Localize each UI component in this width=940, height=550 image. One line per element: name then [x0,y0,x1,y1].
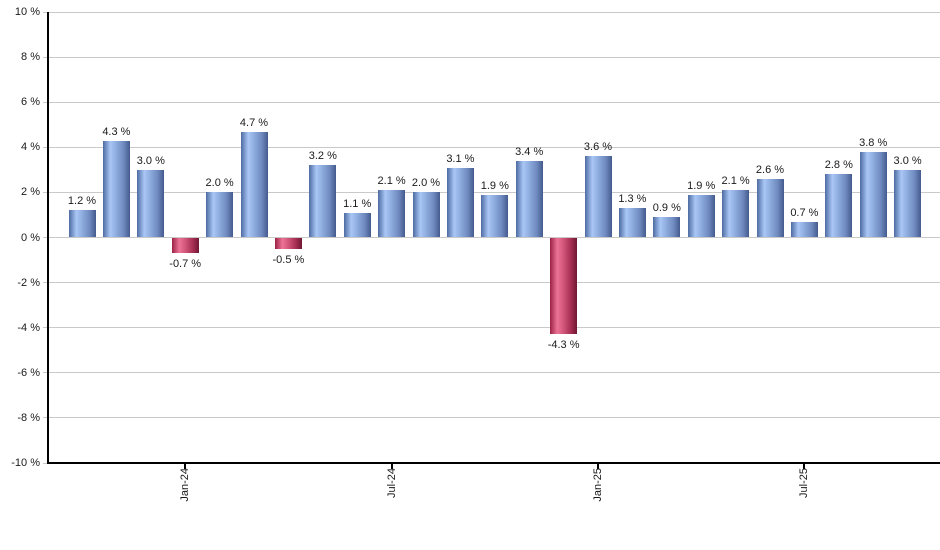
bar [481,194,509,238]
bar [584,156,612,238]
x-tick-mark [390,464,393,469]
bar-value-label: 0.9 % [652,202,681,215]
x-tick-label: Jul-24 [385,468,398,498]
y-tick-label: -6 % [17,366,40,379]
bar-value-label: 2.0 % [205,177,234,190]
bar-value-label: 3.0 % [893,154,922,167]
bar-value-label: 3.1 % [446,152,475,165]
bar [378,190,406,238]
y-tick-mark [43,191,48,193]
y-axis-line [47,12,49,464]
y-grid-line [48,101,940,103]
bar [343,212,371,238]
x-tick-label: Jan-24 [179,468,192,502]
bar-value-label: 3.8 % [859,136,888,149]
bar-value-label: 4.3 % [102,125,131,138]
x-tick-label: Jul-25 [798,468,811,498]
bar [68,210,96,238]
x-tick-label: Jan-25 [592,468,604,502]
y-grid-line [48,372,940,374]
bar [790,221,818,238]
x-tick-mark [597,464,599,469]
bar [309,165,337,238]
y-tick-mark [43,146,48,148]
bar-value-label: 4.7 % [239,116,269,129]
bar [102,140,130,238]
y-tick-label: -2 % [17,276,40,289]
x-axis-line [47,462,940,464]
bar-value-label: 3.6 % [583,141,613,154]
bar [412,192,440,238]
bar [859,151,887,238]
bar [550,237,578,335]
bar [756,178,784,238]
y-grid-line [48,146,940,148]
bar-value-label: 2.6 % [755,163,785,176]
y-tick-label: 6 % [21,96,40,109]
y-grid-line [48,56,940,58]
bar [515,160,543,238]
y-tick-mark [43,417,48,419]
y-grid-line [48,11,940,13]
bar-value-label: 1.9 % [687,179,716,192]
y-tick-mark [43,237,48,238]
y-tick-mark [43,327,48,329]
bar-value-label: 1.1 % [343,197,372,210]
y-grid-line [48,282,940,284]
bar-value-label: 3.4 % [515,145,544,158]
bar [722,190,750,238]
bar [446,167,474,238]
bar-value-label: -0.5 % [272,253,305,266]
x-tick-mark [803,464,806,469]
y-grid-line [48,237,940,238]
bar [206,192,234,238]
y-tick-mark [43,11,48,13]
y-tick-label: 2 % [21,186,40,199]
y-tick-mark [43,462,48,464]
bar [894,169,922,238]
bar [240,131,268,238]
bar-value-label: 2.1 % [721,175,750,188]
bar-value-label: 1.9 % [480,179,509,192]
y-grid-line [48,417,940,419]
bar-value-label: 2.1 % [377,175,406,188]
y-tick-mark [43,372,48,374]
bar-value-label: -4.3 % [547,339,580,352]
bar-value-label: 3.0 % [136,154,165,167]
y-tick-mark [43,56,48,58]
bar [653,217,681,238]
bar [274,237,302,249]
bar [137,169,165,238]
x-tick-mark [184,464,187,469]
bar-value-label: 0.7 % [790,206,819,219]
bar-value-label: 3.2 % [308,150,337,163]
y-tick-mark [43,282,48,284]
y-grid-line [48,327,940,329]
bar [618,208,646,238]
y-tick-label: 10 % [14,6,40,18]
bar-value-label: 1.3 % [618,193,647,206]
bar [825,174,853,238]
y-tick-label: 8 % [21,51,40,64]
y-tick-label: -8 % [17,411,40,424]
bar-value-label: 2.0 % [411,177,441,190]
y-tick-label: -10 % [11,457,40,469]
y-grid-line [48,191,940,193]
y-tick-label: 0 % [21,231,40,244]
bar-value-label: 2.8 % [824,159,853,172]
bar [171,237,199,254]
y-tick-label: 4 % [21,141,40,154]
bar-value-label: -0.7 % [169,258,202,271]
y-tick-label: -4 % [17,321,40,334]
bar [687,194,715,238]
y-tick-mark [43,101,48,103]
bar-value-label: 1.2 % [67,195,97,208]
